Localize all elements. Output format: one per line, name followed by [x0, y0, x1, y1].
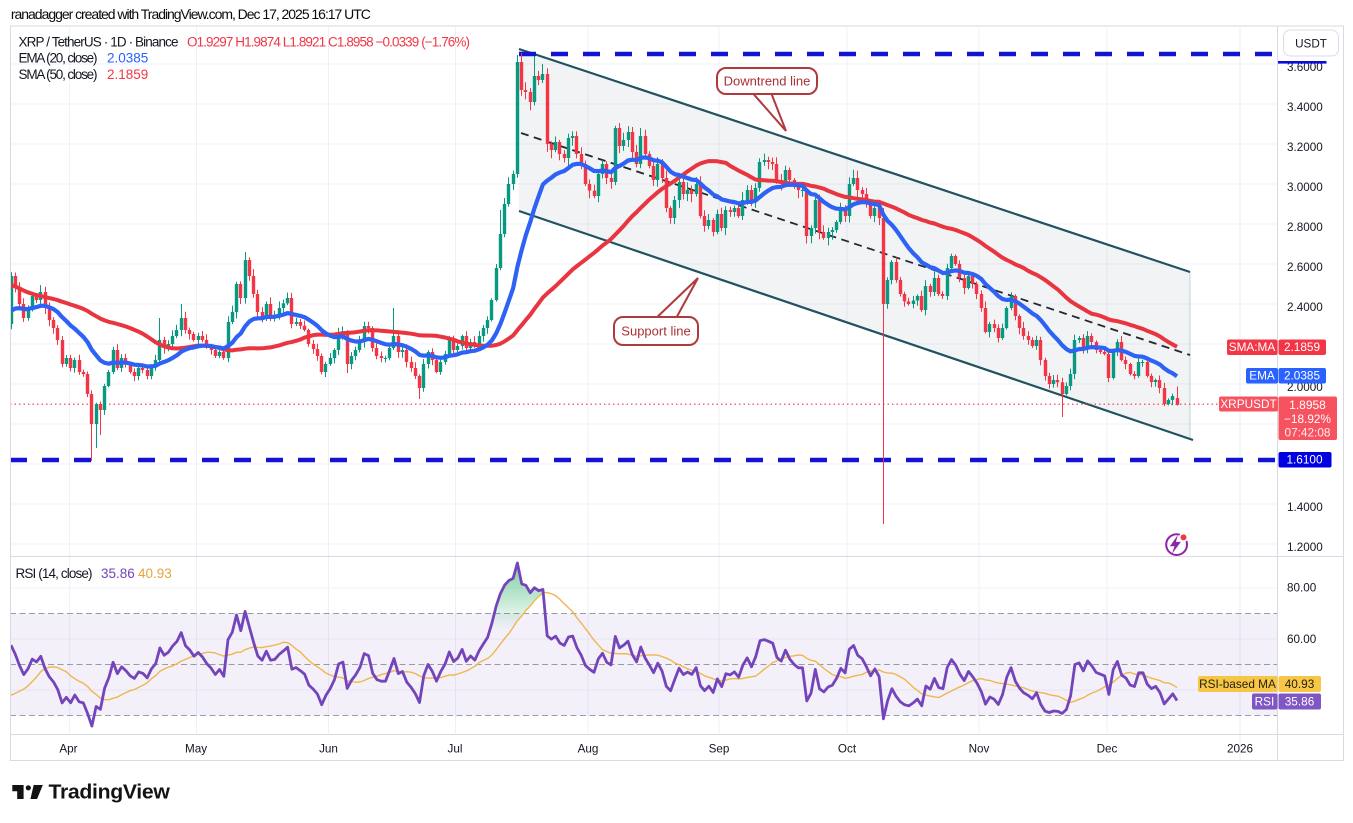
svg-text:35.86: 35.86: [101, 566, 135, 581]
svg-text:Sep: Sep: [709, 743, 730, 756]
svg-text:2.8000: 2.8000: [1287, 221, 1323, 234]
svg-text:1.2000: 1.2000: [1287, 541, 1323, 554]
svg-text:40.93: 40.93: [138, 566, 172, 581]
svg-text:SMA:MA: SMA:MA: [1229, 340, 1276, 354]
svg-text:EMA (20, close): EMA (20, close): [19, 51, 98, 66]
svg-text:RSI: RSI: [1255, 695, 1275, 709]
svg-text:2.0385: 2.0385: [107, 51, 148, 66]
svg-text:2.0385: 2.0385: [1284, 369, 1321, 383]
svg-text:May: May: [185, 743, 207, 756]
svg-text:40.93: 40.93: [1285, 677, 1315, 691]
svg-text:1.8958: 1.8958: [1289, 398, 1326, 412]
svg-text:3.4000: 3.4000: [1287, 101, 1323, 114]
svg-text:2.1859: 2.1859: [1284, 340, 1320, 354]
svg-text:SMA (50, close): SMA (50, close): [19, 67, 98, 82]
svg-text:Dec: Dec: [1097, 743, 1118, 756]
svg-text:1.4000: 1.4000: [1287, 501, 1323, 514]
svg-text:80.00: 80.00: [1287, 582, 1317, 595]
svg-text:3.0000: 3.0000: [1287, 181, 1323, 194]
svg-text:2.1859: 2.1859: [107, 67, 148, 82]
svg-text:RSI-based MA: RSI-based MA: [1199, 677, 1276, 691]
svg-text:Oct: Oct: [838, 743, 857, 756]
svg-text:Apr: Apr: [59, 743, 77, 756]
svg-text:35.86: 35.86: [1285, 695, 1315, 709]
svg-text:Jun: Jun: [319, 743, 338, 756]
svg-text:60.00: 60.00: [1287, 633, 1317, 646]
svg-text:RSI (14, close): RSI (14, close): [16, 566, 93, 581]
svg-text:USDT: USDT: [1295, 38, 1327, 51]
svg-text:Downtrend line: Downtrend line: [724, 74, 811, 89]
svg-text:2.0000: 2.0000: [1287, 381, 1323, 394]
svg-text:EMA: EMA: [1249, 369, 1275, 383]
svg-text:2026: 2026: [1227, 743, 1253, 756]
svg-text:2.6000: 2.6000: [1287, 261, 1323, 274]
svg-text:07:42:08: 07:42:08: [1285, 426, 1331, 440]
svg-text:−18.92%: −18.92%: [1284, 412, 1331, 426]
svg-text:2.4000: 2.4000: [1287, 301, 1323, 314]
svg-text:Aug: Aug: [578, 743, 599, 756]
svg-text:ranadagger created with Tradin: ranadagger created with TradingView.com,…: [11, 6, 371, 22]
svg-text:XRPUSDT: XRPUSDT: [1220, 397, 1276, 411]
svg-text:3.6000: 3.6000: [1287, 61, 1323, 74]
svg-text:O1.9297 H1.9874 L1.8921 C1.: O1.9297 H1.9874 L1.8921 C1.8958 −0.0339 …: [187, 35, 470, 50]
svg-text:Jul: Jul: [448, 743, 463, 756]
svg-text:Nov: Nov: [969, 743, 990, 756]
svg-text:TradingView: TradingView: [49, 782, 171, 804]
svg-text:3.2000: 3.2000: [1287, 141, 1323, 154]
svg-text:XRP / TetherUS · 1D · Binance: XRP / TetherUS · 1D · Binance: [19, 35, 179, 50]
svg-text:1.6100: 1.6100: [1286, 453, 1323, 467]
svg-text:Support line: Support line: [621, 324, 690, 339]
